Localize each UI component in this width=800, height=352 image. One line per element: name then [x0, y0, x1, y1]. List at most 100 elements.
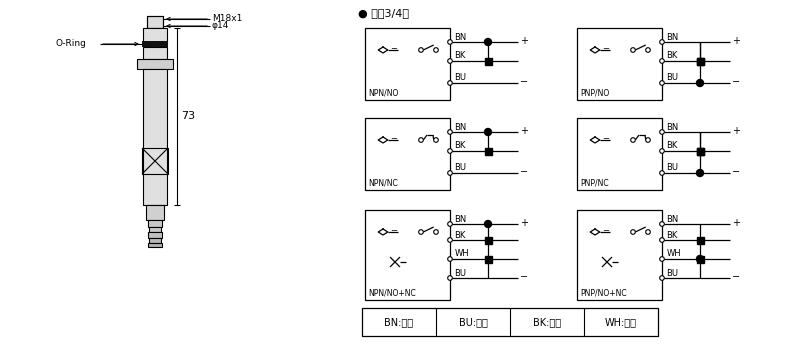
Bar: [365, 28, 450, 100]
Text: +: +: [520, 126, 528, 136]
Text: BK: BK: [454, 142, 466, 151]
Bar: [148, 232, 162, 238]
Circle shape: [660, 59, 664, 63]
Text: M18x1: M18x1: [212, 14, 242, 23]
Circle shape: [660, 130, 664, 134]
Text: NPN/NC: NPN/NC: [368, 178, 398, 188]
Circle shape: [448, 59, 452, 63]
Text: −: −: [602, 44, 609, 54]
Circle shape: [434, 138, 438, 142]
Text: −: −: [520, 167, 528, 177]
Text: −: −: [732, 77, 740, 87]
Text: φ14: φ14: [212, 21, 230, 30]
Text: BN: BN: [666, 32, 678, 42]
Text: WH: WH: [666, 250, 681, 258]
Text: BN: BN: [454, 214, 466, 224]
Text: 73: 73: [181, 111, 195, 121]
Bar: [365, 210, 450, 300]
Circle shape: [630, 230, 635, 234]
Circle shape: [630, 48, 635, 52]
Circle shape: [660, 238, 664, 242]
Circle shape: [485, 128, 491, 136]
Circle shape: [448, 130, 452, 134]
Circle shape: [448, 171, 452, 175]
Text: +: +: [732, 126, 740, 136]
Text: −: −: [520, 272, 528, 282]
Text: PNP/NC: PNP/NC: [580, 178, 609, 188]
Text: BK: BK: [666, 231, 678, 239]
Circle shape: [448, 276, 452, 280]
Bar: [577, 118, 662, 190]
Bar: [148, 243, 162, 247]
Circle shape: [434, 48, 438, 52]
Circle shape: [646, 230, 650, 234]
Bar: [143, 28, 167, 44]
Circle shape: [660, 149, 664, 153]
Text: −: −: [390, 44, 397, 54]
Circle shape: [697, 170, 703, 176]
Bar: [146, 205, 164, 220]
Circle shape: [448, 238, 452, 242]
Bar: [697, 256, 703, 263]
Bar: [697, 57, 703, 64]
Circle shape: [660, 257, 664, 261]
Text: −: −: [520, 77, 528, 87]
Text: PNP/NO+NC: PNP/NO+NC: [580, 289, 626, 297]
Bar: [577, 210, 662, 300]
Text: BK:黑色: BK:黑色: [533, 317, 561, 327]
Text: −: −: [732, 167, 740, 177]
Circle shape: [660, 81, 664, 85]
Circle shape: [434, 230, 438, 234]
Bar: [149, 227, 161, 232]
Circle shape: [448, 149, 452, 153]
Text: NPN/NO+NC: NPN/NO+NC: [368, 289, 416, 297]
Circle shape: [418, 138, 423, 142]
Text: BU: BU: [454, 269, 466, 277]
Text: +: +: [520, 218, 528, 228]
Circle shape: [448, 40, 452, 44]
Text: NPN/NO: NPN/NO: [368, 88, 398, 98]
Circle shape: [660, 171, 664, 175]
Circle shape: [485, 38, 491, 45]
Bar: [577, 28, 662, 100]
Bar: [137, 59, 173, 69]
Bar: [485, 237, 491, 244]
Bar: [143, 69, 167, 205]
Circle shape: [448, 81, 452, 85]
Bar: [147, 16, 163, 28]
Circle shape: [448, 222, 452, 226]
Bar: [485, 147, 491, 155]
Text: +: +: [520, 36, 528, 46]
Circle shape: [697, 256, 703, 263]
Circle shape: [630, 138, 635, 142]
Text: BN: BN: [666, 214, 678, 224]
Text: BK: BK: [666, 51, 678, 61]
Text: −: −: [390, 226, 397, 235]
Bar: [143, 47, 167, 59]
Bar: [362, 308, 658, 336]
Text: BK: BK: [666, 142, 678, 151]
Bar: [149, 238, 161, 243]
Bar: [485, 57, 491, 64]
Circle shape: [448, 257, 452, 261]
Bar: [148, 220, 162, 227]
Circle shape: [660, 222, 664, 226]
Text: WH:白色: WH:白色: [605, 317, 637, 327]
Circle shape: [697, 80, 703, 87]
Text: BU: BU: [454, 74, 466, 82]
Text: −: −: [390, 134, 397, 144]
Circle shape: [418, 48, 423, 52]
Text: −: −: [602, 134, 609, 144]
Text: BK: BK: [454, 231, 466, 239]
Text: PNP/NO: PNP/NO: [580, 88, 610, 98]
Text: −: −: [602, 226, 609, 235]
Bar: [485, 256, 491, 263]
Bar: [142, 41, 168, 47]
Text: ● 直涁3/4线: ● 直涁3/4线: [358, 8, 409, 18]
Text: BU: BU: [666, 269, 678, 277]
Text: BU: BU: [666, 74, 678, 82]
Text: −: −: [732, 272, 740, 282]
Circle shape: [418, 230, 423, 234]
Bar: [697, 147, 703, 155]
Bar: [365, 118, 450, 190]
